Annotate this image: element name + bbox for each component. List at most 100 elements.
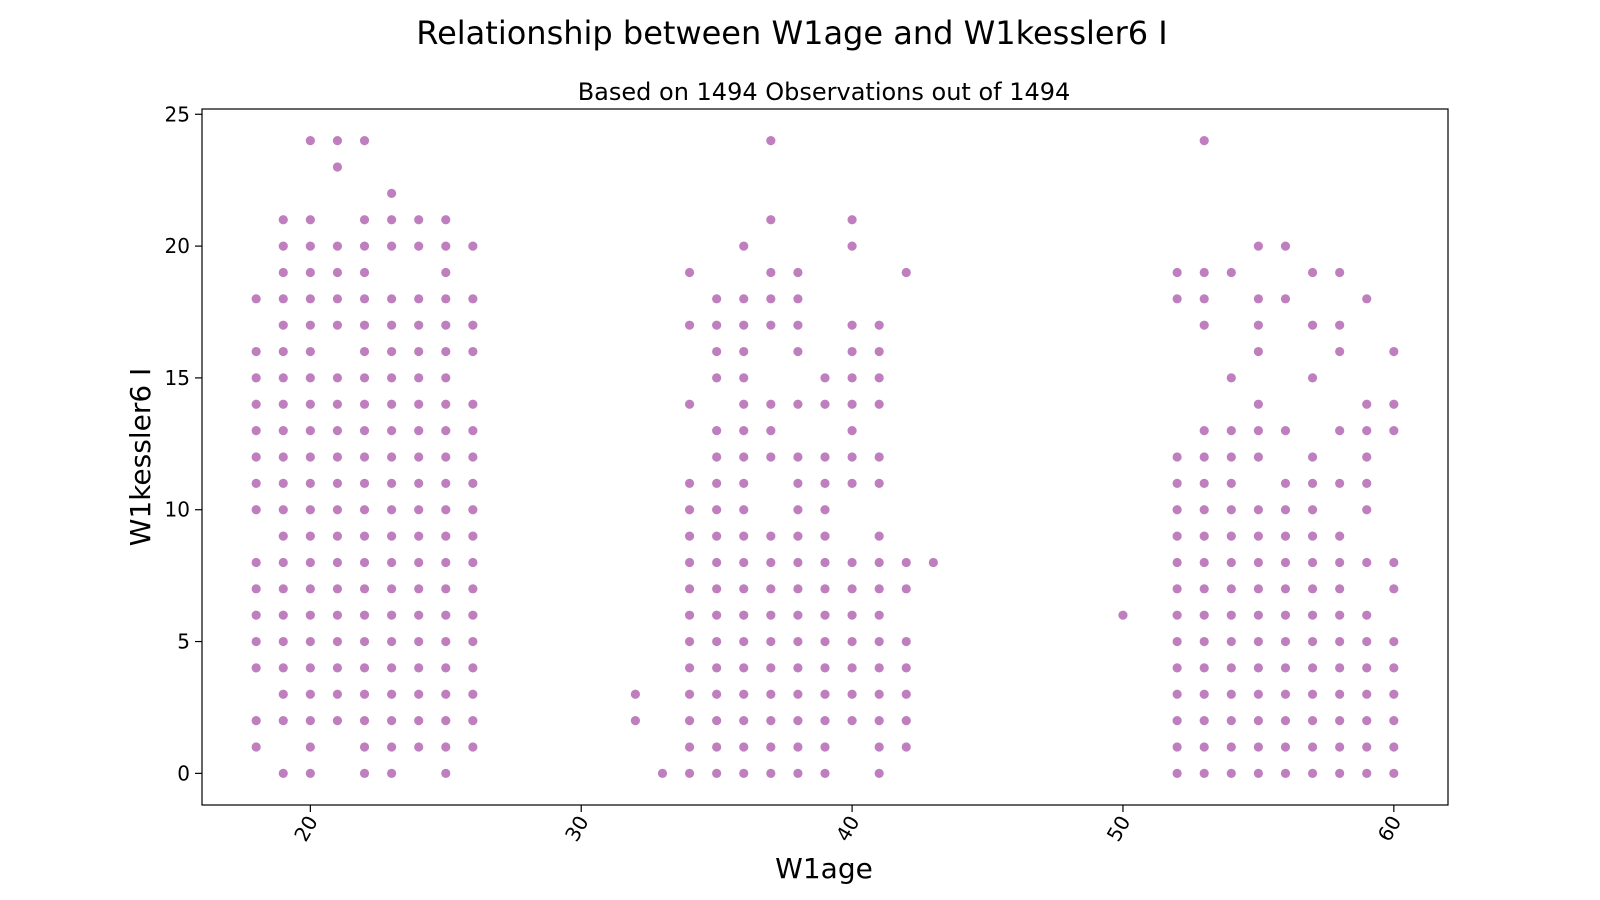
- data-point: [441, 320, 451, 330]
- y-axis-label: W1kessler6 I: [124, 368, 157, 547]
- data-point: [793, 505, 803, 515]
- data-point: [712, 452, 722, 462]
- data-point: [901, 663, 911, 673]
- data-point: [387, 531, 397, 541]
- data-point: [359, 241, 370, 251]
- data-point: [1253, 716, 1263, 726]
- data-point: [387, 557, 397, 568]
- data-point: [332, 716, 343, 726]
- x-tick-label: 40: [831, 812, 865, 846]
- data-point: [712, 663, 722, 673]
- data-point: [1307, 663, 1318, 673]
- data-point: [414, 557, 424, 568]
- data-point: [468, 505, 478, 515]
- data-point: [739, 531, 749, 541]
- data-point: [1362, 742, 1372, 752]
- data-point: [1172, 689, 1182, 699]
- data-point: [712, 768, 722, 778]
- data-point: [739, 716, 749, 726]
- data-point: [1253, 505, 1263, 515]
- x-axis-label: W1age: [775, 852, 873, 885]
- data-point: [766, 399, 776, 409]
- data-point: [332, 162, 343, 172]
- data-point: [684, 636, 695, 647]
- data-point: [1253, 636, 1263, 647]
- data-point: [739, 610, 749, 620]
- data-point: [1172, 531, 1182, 541]
- data-point: [359, 346, 370, 357]
- data-point: [441, 241, 451, 251]
- data-point: [793, 689, 803, 699]
- data-point: [359, 663, 370, 673]
- data-point: [874, 557, 884, 568]
- data-point: [1389, 399, 1399, 409]
- data-point: [684, 557, 695, 568]
- x-tick-label: 20: [289, 812, 323, 846]
- data-point: [1226, 452, 1236, 462]
- data-point: [1253, 346, 1263, 357]
- data-point: [387, 188, 397, 198]
- data-point: [684, 689, 695, 699]
- data-point: [874, 584, 884, 594]
- data-point: [1226, 716, 1236, 726]
- data-point: [359, 478, 370, 488]
- data-point: [657, 768, 668, 778]
- data-point: [1335, 557, 1345, 568]
- data-point: [1226, 267, 1236, 278]
- data-point: [1280, 294, 1291, 304]
- data-point: [468, 716, 478, 726]
- data-point: [874, 373, 884, 383]
- data-point: [820, 452, 830, 462]
- data-point: [1280, 505, 1291, 515]
- data-point: [305, 557, 315, 568]
- data-point: [1172, 663, 1182, 673]
- data-point: [739, 399, 749, 409]
- data-point: [793, 294, 803, 304]
- data-point: [847, 478, 857, 488]
- data-point: [1335, 320, 1345, 330]
- data-point: [278, 426, 288, 436]
- data-point: [1362, 768, 1372, 778]
- data-point: [874, 689, 884, 699]
- data-point: [441, 478, 451, 488]
- data-point: [766, 584, 776, 594]
- data-point: [820, 531, 830, 541]
- data-point: [820, 636, 830, 647]
- data-point: [305, 610, 315, 620]
- data-point: [387, 294, 397, 304]
- data-point: [847, 373, 857, 383]
- y-tick-label: 0: [177, 761, 190, 785]
- data-point: [332, 505, 343, 515]
- data-point: [359, 689, 370, 699]
- data-point: [468, 426, 478, 436]
- data-point: [901, 689, 911, 699]
- x-tick-label: 30: [560, 812, 594, 846]
- data-point: [414, 320, 424, 330]
- data-point: [1335, 742, 1345, 752]
- data-point: [278, 584, 288, 594]
- data-point: [712, 689, 722, 699]
- data-point: [251, 584, 261, 594]
- data-point: [1335, 584, 1345, 594]
- data-point: [820, 399, 830, 409]
- data-point: [739, 742, 749, 752]
- data-point: [414, 426, 424, 436]
- data-point: [278, 610, 288, 620]
- data-point: [739, 557, 749, 568]
- data-point: [387, 689, 397, 699]
- data-point: [1253, 426, 1263, 436]
- data-point: [278, 636, 288, 647]
- data-point: [387, 610, 397, 620]
- data-point: [305, 716, 315, 726]
- data-point: [305, 531, 315, 541]
- data-point: [901, 267, 911, 278]
- data-point: [441, 584, 451, 594]
- data-point: [1280, 478, 1291, 488]
- data-point: [1199, 557, 1209, 568]
- data-point: [793, 716, 803, 726]
- data-point: [251, 636, 261, 647]
- data-point: [414, 505, 424, 515]
- data-point: [793, 663, 803, 673]
- data-point: [414, 742, 424, 752]
- data-point: [414, 584, 424, 594]
